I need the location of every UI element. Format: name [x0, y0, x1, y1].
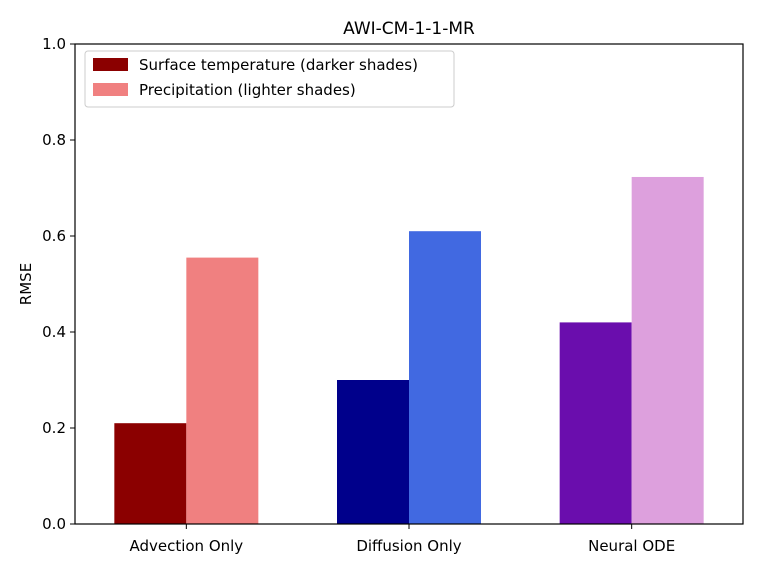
chart-title: AWI-CM-1-1-MR	[343, 19, 475, 39]
y-tick-label: 1.0	[42, 35, 66, 53]
y-axis-ticks: 0.0 0.2 0.4 0.6 0.8 1.0	[42, 35, 75, 533]
bar-surface-temperature-advection-only	[114, 423, 187, 524]
y-tick-label: 0.6	[42, 227, 66, 245]
bar-precipitation-neural-ode	[631, 176, 704, 524]
y-axis-label: RMSE	[17, 263, 35, 305]
plot-frame	[74, 43, 744, 525]
bars-group	[114, 176, 704, 524]
y-tick-label: 0.4	[42, 323, 66, 341]
x-tick-label: Diffusion Only	[356, 537, 461, 555]
legend-label-surface-temperature: Surface temperature (darker shades)	[139, 56, 418, 74]
legend-swatch-surface-temperature	[93, 58, 128, 71]
bar-surface-temperature-diffusion-only	[337, 380, 409, 524]
legend-box	[84, 50, 455, 108]
legend-label-precipitation: Precipitation (lighter shades)	[139, 81, 356, 99]
y-tick-label: 0.2	[42, 419, 66, 437]
x-axis-ticks: Advection Only Diffusion Only Neural ODE	[129, 524, 675, 555]
legend: Surface temperature (darker shades) Prec…	[84, 50, 455, 108]
x-tick-label: Neural ODE	[588, 537, 675, 555]
bar-precipitation-advection-only	[186, 257, 259, 524]
legend-swatch-precipitation	[93, 83, 128, 96]
y-tick-label: 0.8	[42, 131, 66, 149]
x-tick-label: Advection Only	[129, 537, 243, 555]
bar-precipitation-diffusion-only	[409, 231, 481, 524]
bar-surface-temperature-neural-ode	[559, 322, 632, 524]
y-tick-label: 0.0	[42, 515, 66, 533]
